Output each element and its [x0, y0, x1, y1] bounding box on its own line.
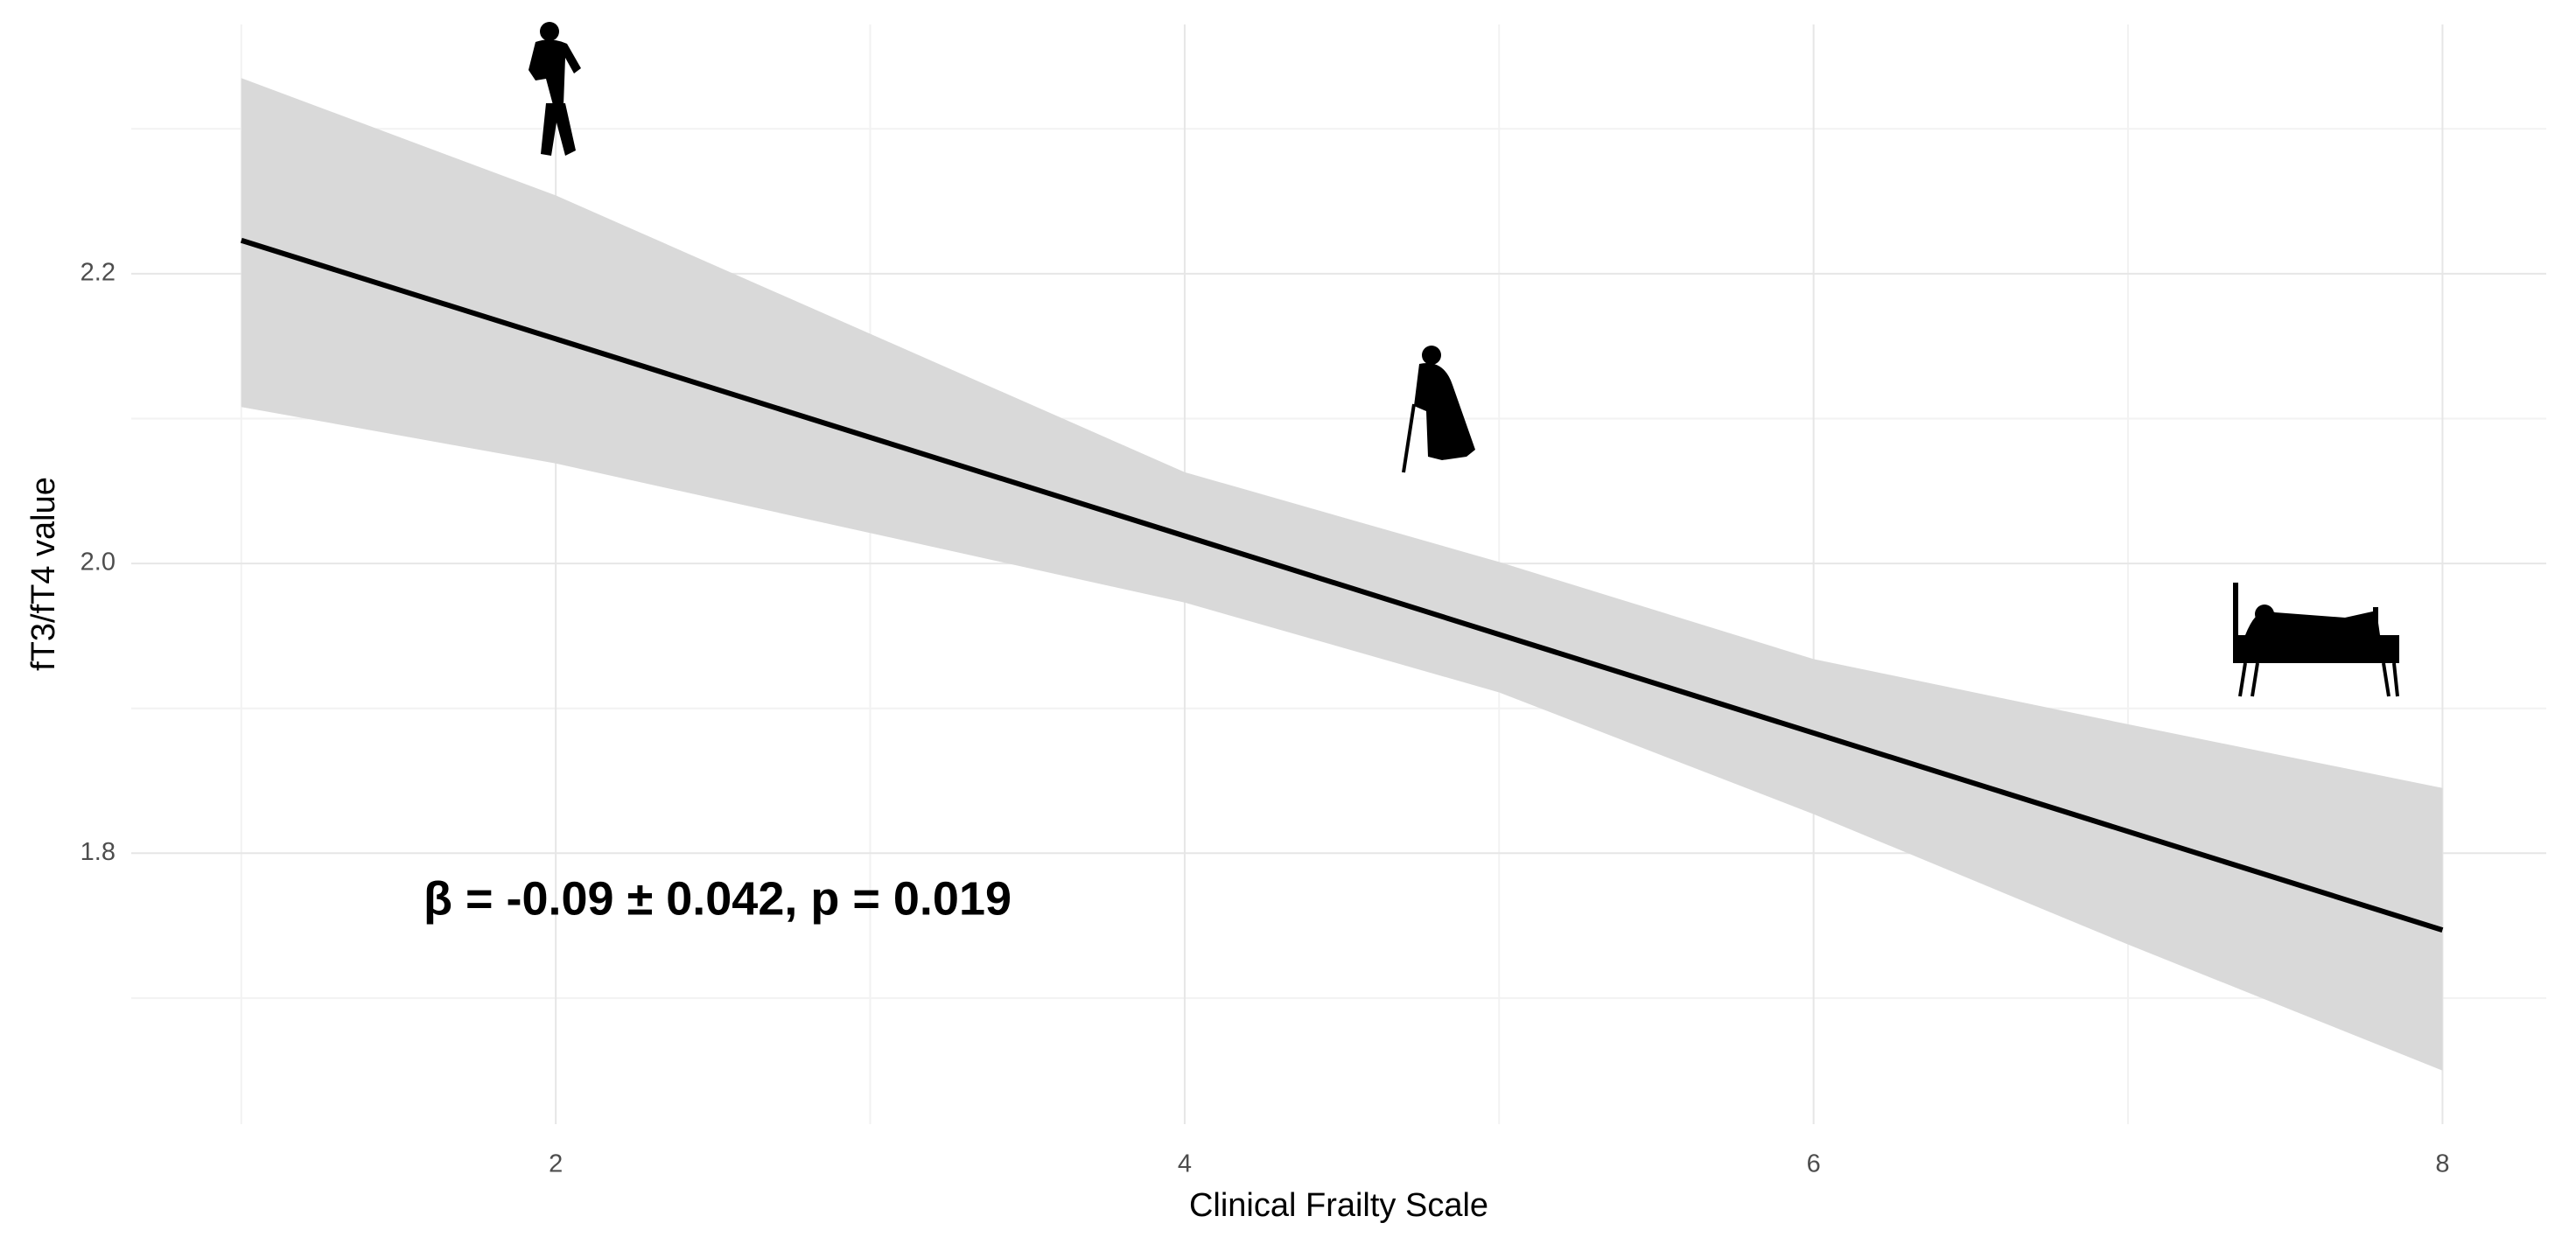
- bed-icon: [2233, 583, 2399, 697]
- x-axis-title: Clinical Frailty Scale: [1189, 1187, 1488, 1224]
- marks: [240, 78, 2444, 1071]
- x-tick-label: 6: [1807, 1150, 1821, 1178]
- y-tick-label: 2.0: [80, 549, 116, 577]
- y-tick-label: 2.2: [80, 259, 116, 287]
- elderly-icon: [1402, 346, 1475, 473]
- confidence-band: [241, 78, 2443, 1071]
- x-tick-label: 8: [2435, 1150, 2449, 1178]
- y-tick-label: 1.8: [80, 838, 116, 866]
- x-tick-label: 4: [1178, 1150, 1192, 1178]
- y-axis-title: fT3/fT4 value: [25, 477, 62, 671]
- runner-icon: [528, 22, 581, 156]
- annotation: β = -0.09 ± 0.042, p = 0.019: [424, 872, 1012, 925]
- regression-line: [240, 237, 2444, 933]
- x-tick-label: 2: [549, 1150, 563, 1178]
